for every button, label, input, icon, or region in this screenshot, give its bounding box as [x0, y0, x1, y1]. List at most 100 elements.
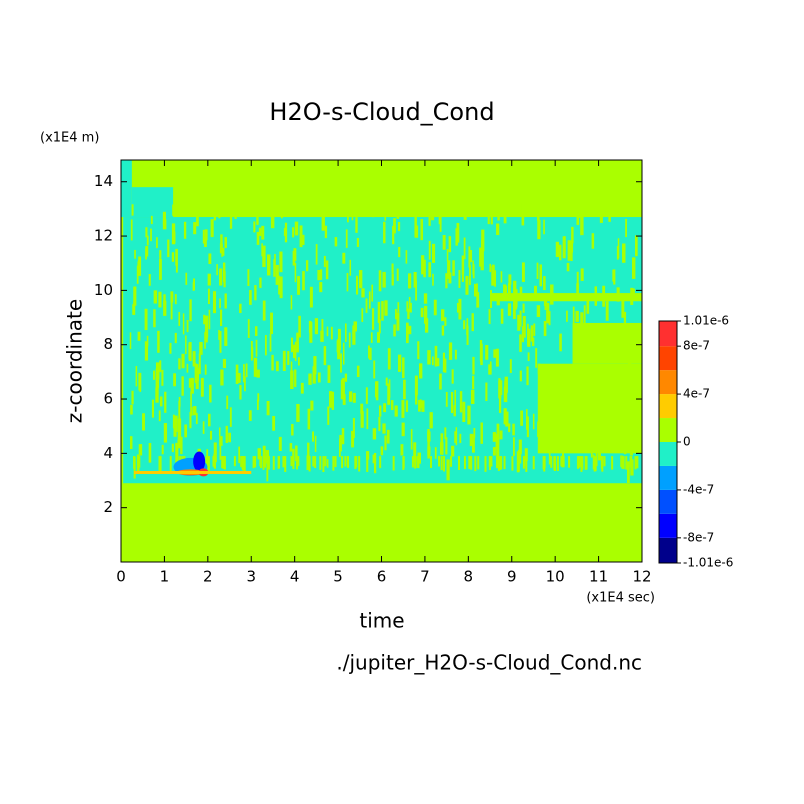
field-streak — [256, 399, 259, 410]
field-streak — [485, 382, 488, 402]
x-tick-label: 7 — [420, 568, 430, 586]
field-streak — [372, 199, 375, 218]
field-streak — [189, 299, 192, 322]
field-streak — [324, 456, 327, 467]
field-streak — [470, 456, 473, 470]
field-streak — [278, 436, 282, 452]
field-streak — [463, 456, 466, 470]
field-streak — [463, 237, 466, 260]
field-streak — [233, 203, 236, 217]
field-streak — [593, 456, 596, 472]
field-streak — [466, 325, 469, 345]
field-streak — [134, 249, 136, 259]
field-streak — [185, 272, 188, 285]
x-tick-label: 10 — [546, 568, 565, 586]
field-streak — [616, 287, 620, 302]
field-streak — [202, 421, 205, 434]
field-streak — [463, 320, 466, 330]
field-streak — [446, 249, 449, 262]
field-streak — [342, 342, 345, 365]
field-streak — [327, 365, 331, 383]
field-streak — [576, 271, 579, 291]
field-streak — [455, 228, 458, 246]
field-streak — [229, 407, 232, 427]
field-streak — [138, 444, 143, 456]
field-streak — [594, 286, 598, 306]
field-streak — [415, 280, 417, 301]
field-streak — [136, 265, 139, 284]
field-streak — [153, 309, 156, 328]
field-streak — [576, 214, 580, 225]
field-streak — [193, 222, 197, 235]
field-streak — [621, 298, 625, 318]
field-streak — [151, 399, 155, 418]
field-streak — [182, 313, 185, 335]
field-streak — [317, 269, 321, 281]
field-streak — [243, 456, 246, 473]
field-streak — [342, 394, 346, 405]
field-streak — [157, 330, 160, 353]
field-streak — [537, 421, 540, 437]
field-streak — [490, 290, 492, 308]
field-streak — [454, 349, 457, 360]
field-streak — [190, 406, 193, 416]
field-streak — [435, 358, 440, 367]
field-streak — [453, 405, 456, 417]
field-streak — [300, 382, 304, 394]
field-streak — [444, 427, 447, 440]
field-streak — [451, 445, 455, 457]
field-streak — [536, 262, 539, 279]
field-streak — [537, 219, 541, 240]
field-streak — [313, 356, 317, 375]
field-streak — [503, 456, 506, 470]
field-streak — [632, 257, 636, 279]
field-streak — [400, 444, 404, 456]
field-streak — [200, 377, 204, 397]
field-streak — [372, 454, 376, 464]
field-streak — [348, 391, 353, 402]
field-streak — [535, 348, 538, 368]
field-streak — [290, 361, 293, 383]
field-streak — [414, 225, 419, 238]
field-streak — [331, 391, 335, 410]
field-streak — [513, 300, 516, 319]
field-streak — [472, 260, 474, 275]
field-streak — [158, 456, 161, 471]
field-streak — [403, 379, 406, 400]
field-streak — [177, 418, 182, 440]
field-streak — [548, 446, 551, 465]
field-streak — [360, 403, 364, 414]
field-streak — [421, 255, 425, 275]
field-streak — [210, 219, 214, 238]
colorbar-band — [659, 321, 677, 347]
field-streak — [636, 456, 639, 469]
field-streak — [302, 234, 305, 245]
field-streak — [543, 297, 548, 307]
field-streak — [155, 387, 159, 403]
field-streak — [505, 411, 509, 427]
field-streak — [360, 411, 364, 428]
field-streak — [247, 269, 250, 286]
field-streak — [466, 324, 468, 336]
field-streak — [204, 229, 208, 241]
field-streak — [461, 255, 465, 275]
field-streak — [398, 246, 401, 258]
field-streak — [340, 353, 342, 373]
field-streak — [283, 227, 287, 237]
field-streak — [308, 373, 312, 385]
field-streak — [366, 451, 370, 460]
field-region — [537, 363, 642, 454]
field-streak — [317, 372, 321, 383]
field-streak — [163, 423, 168, 443]
field-streak — [598, 331, 602, 343]
field-streak — [420, 307, 424, 318]
field-streak — [525, 456, 528, 472]
field-streak — [145, 227, 148, 238]
field-streak — [163, 300, 167, 316]
field-streak — [159, 396, 163, 407]
field-streak — [387, 383, 391, 405]
field-streak — [322, 456, 325, 473]
field-streak — [427, 431, 431, 442]
field-streak — [199, 342, 203, 355]
colorbar-band — [659, 513, 677, 538]
